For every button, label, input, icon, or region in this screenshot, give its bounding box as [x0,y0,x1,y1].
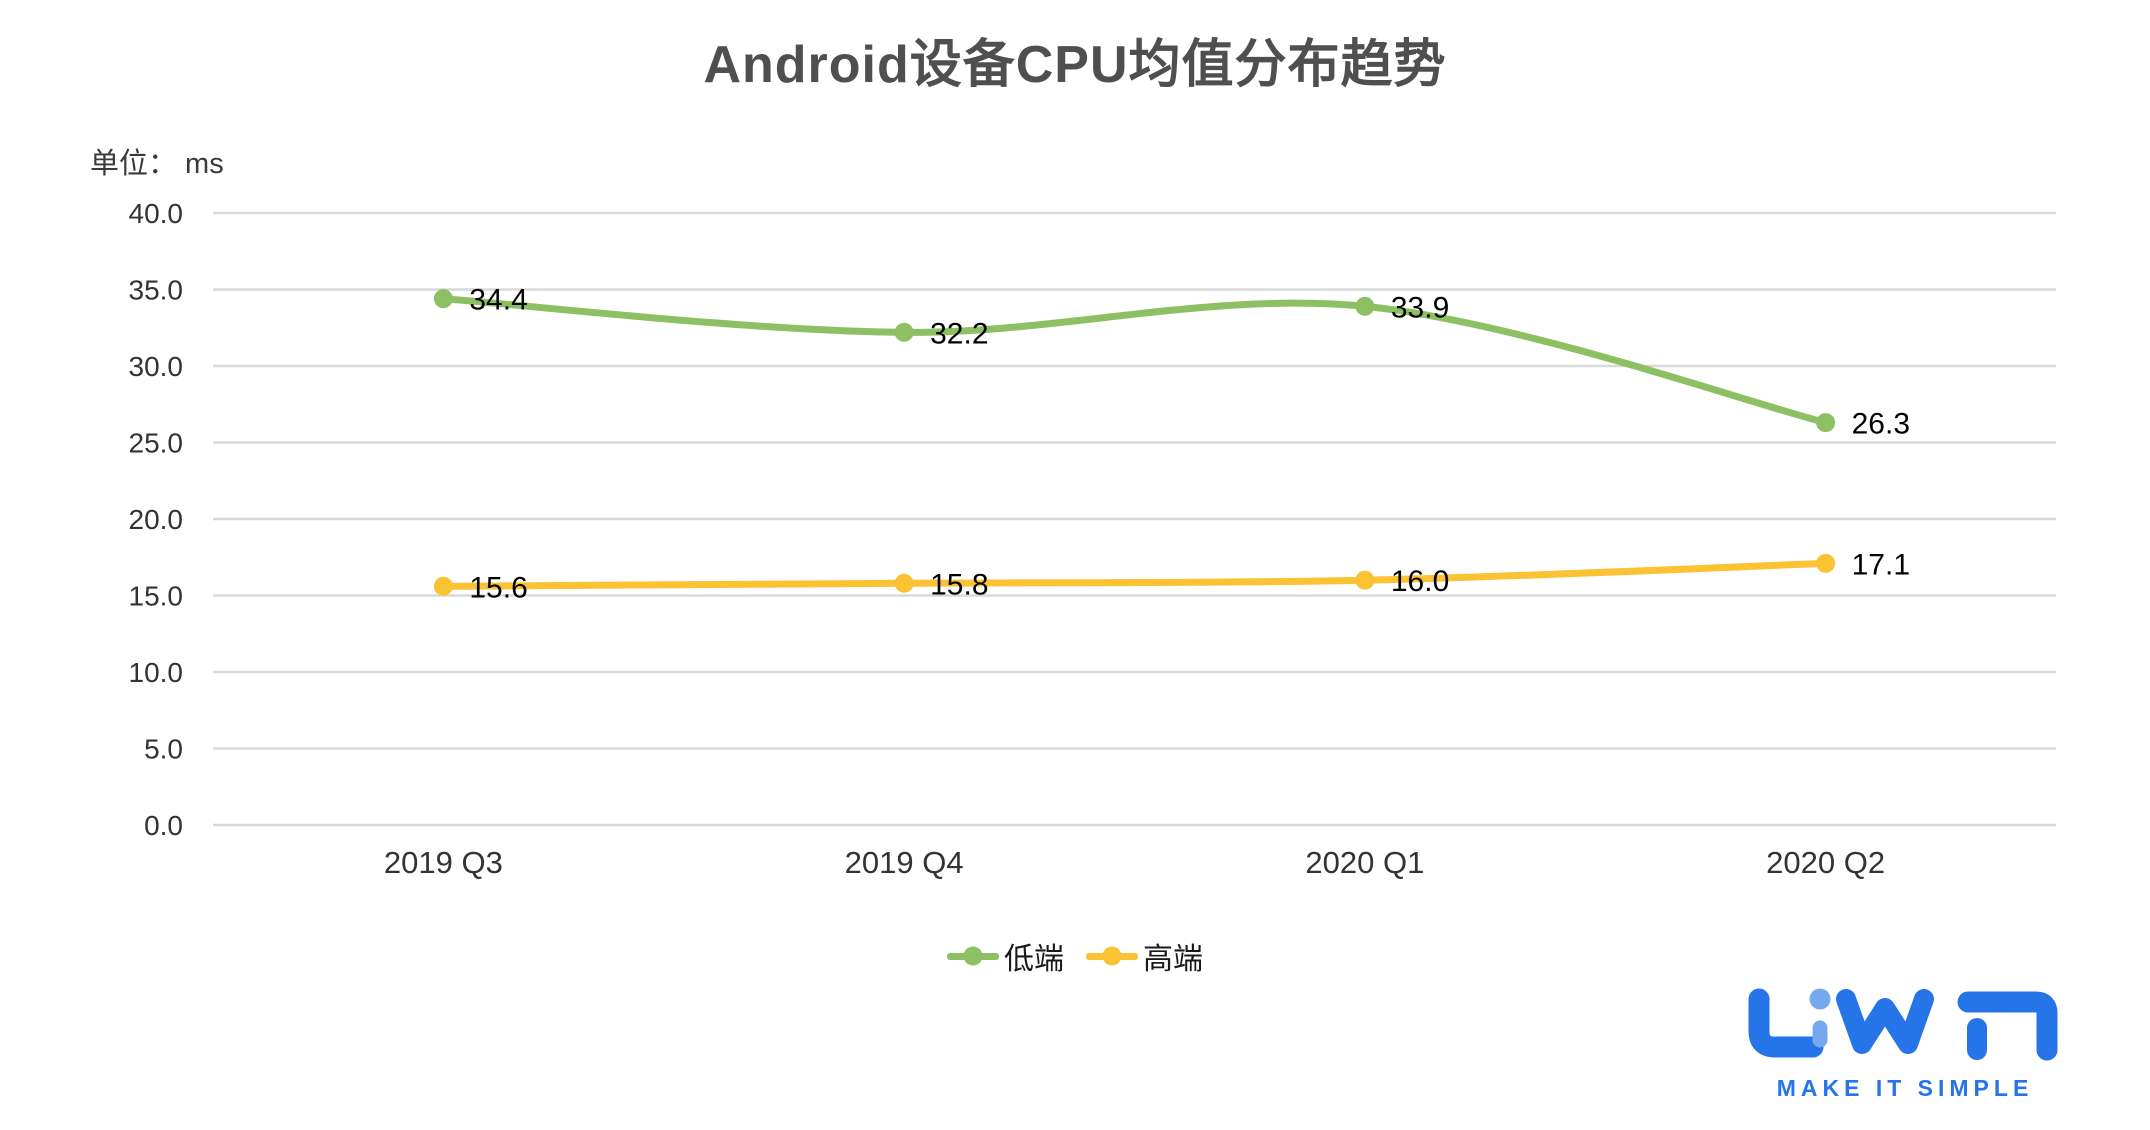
legend-line-swatch [1086,946,1138,966]
liwa-wordmark [1748,988,2058,1061]
data-point-marker [1355,296,1375,316]
series-line [439,295,1830,427]
data-point-label: 26.3 [1852,408,1910,441]
y-tick-label: 0.0 [144,810,183,841]
data-point-marker [433,289,453,309]
data-point-label: 33.9 [1391,291,1449,324]
liwa-logo: MAKE IT SIMPLE [1740,980,2070,1102]
data-point-marker [1816,553,1836,573]
legend-item-high-end: 高端 [1086,934,1203,978]
logo-letter-i-dot [1809,988,1831,1010]
y-tick-label: 15.0 [129,581,184,612]
legend-item-low-end: 低端 [947,934,1064,978]
y-tick-label: 10.0 [129,657,184,688]
data-point-label: 32.2 [930,317,988,350]
brand-tagline: MAKE IT SIMPLE [1776,1075,2034,1101]
y-tick-label: 30.0 [129,351,184,382]
legend: 低端 高端 [0,934,2150,978]
data-point-marker [433,576,453,596]
data-point-label: 34.4 [469,284,527,317]
legend-marker-dot [1102,946,1122,966]
y-tick-label: 40.0 [129,198,184,229]
data-point-marker [1355,570,1375,590]
legend-label: 低端 [1004,943,1064,976]
series-line [439,559,1830,590]
y-tick-label: 20.0 [129,504,184,535]
y-tick-label: 25.0 [129,428,184,459]
x-category-label: 2019 Q3 [384,845,503,880]
logo-letter-a-bar [1957,991,2058,1061]
logo-letter-l [1748,988,1824,1058]
x-category-label: 2019 Q4 [845,845,964,880]
data-point-label: 15.8 [930,568,988,601]
y-tick-label: 5.0 [144,734,183,765]
logo-letter-w [1836,989,1934,1054]
data-point-marker [894,322,914,342]
y-axis-unit-label: 单位： ms [90,148,224,180]
legend-marker-dot [963,946,983,966]
legend-label: 高端 [1143,943,1203,976]
data-point-marker [894,573,914,593]
chart-title: Android设备CPU均值分布趋势 [703,36,1447,94]
y-tick-label: 35.0 [129,275,184,306]
legend-line-swatch [947,946,999,966]
x-category-label: 2020 Q1 [1305,845,1424,880]
x-category-label: 2020 Q2 [1766,845,1885,880]
data-point-label: 17.1 [1852,548,1910,581]
data-point-label: 15.6 [469,571,527,604]
data-point-marker [1816,413,1836,433]
data-point-label: 16.0 [1391,565,1449,598]
